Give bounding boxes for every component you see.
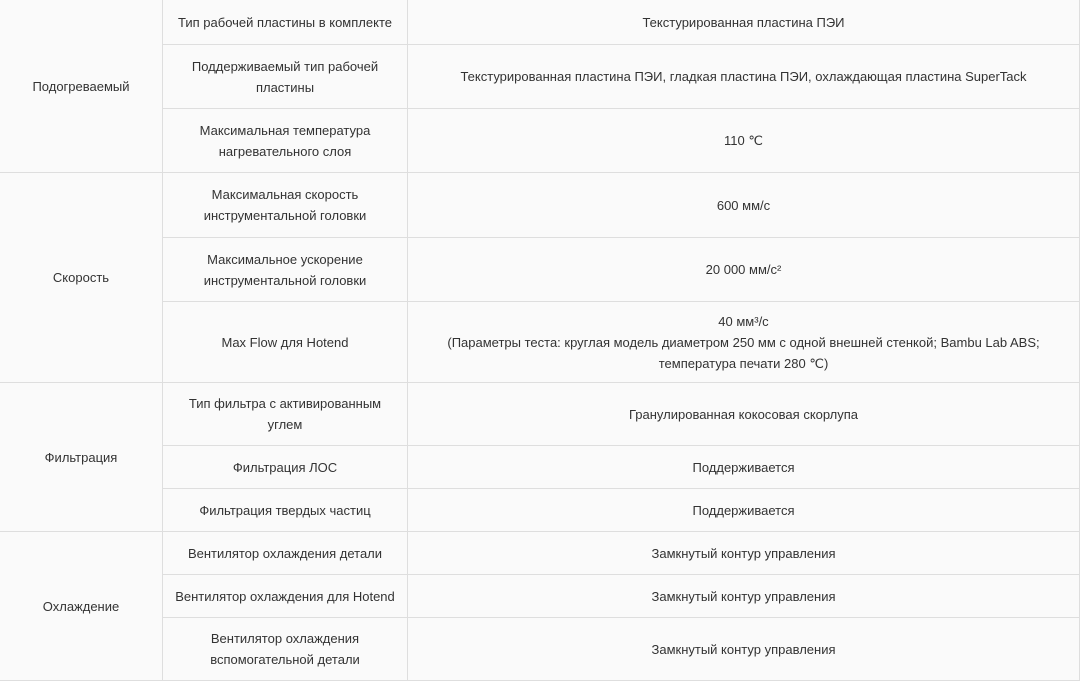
category-cell: Подогреваемый — [0, 0, 163, 173]
property-label: Вентилятор охлаждения для Hotend — [175, 588, 395, 604]
value-text: 110 ℃ — [724, 133, 763, 148]
category-cell: Охлаждение — [0, 531, 163, 681]
property-value: 600 мм/с — [407, 172, 1080, 238]
value-text: Замкнутый контур управления — [651, 545, 836, 561]
value-text: Поддерживается — [692, 502, 795, 518]
property-value: Поддерживается — [407, 488, 1080, 532]
property-label: Максимальная скорость инструментальной г… — [203, 187, 367, 223]
property-name: Фильтрация твердых частиц — [162, 488, 408, 532]
property-value: 20 000 мм/с² — [407, 237, 1080, 302]
value-text: Текстурированная пластина ПЭИ, гладкая п… — [460, 69, 1027, 84]
property-value: 40 мм³/с (Параметры теста: круглая модель… — [407, 301, 1080, 383]
table-row: Max Flow для Hotend 40 мм³/с (Параметры те… — [0, 301, 1080, 383]
table-row: Скорость Максимальная скорость инструмент… — [0, 172, 1080, 383]
value-text: Текстурированная пластина ПЭИ — [642, 14, 845, 30]
property-label: Max Flow для Hotend — [221, 334, 349, 350]
value-text: Замкнутый контур управления — [651, 641, 836, 657]
property-label: Фильтрация ЛОС — [232, 459, 338, 475]
value-text: 40 мм³/с — [718, 313, 769, 329]
property-label: Вентилятор охлаждения детали — [187, 545, 383, 561]
property-value: Текстурированная пластина ПЭИ — [407, 0, 1080, 45]
property-label: Тип фильтра с активированным углем — [188, 396, 382, 432]
property-value: Замкнутый контур управления — [407, 617, 1080, 681]
property-value: 110 ℃ — [407, 108, 1080, 173]
property-name: Вентилятор охлаждения детали — [162, 531, 408, 575]
property-name: Тип рабочей пластины в комплекте — [162, 0, 408, 45]
property-value: Замкнутый контур управления — [407, 574, 1080, 618]
value-text: Гранулированная кокосовая скорлупа — [628, 406, 859, 422]
property-name: Максимальная скорость инструментальной г… — [162, 172, 408, 238]
table-row: Поддерживаемый тип рабочей пластины Текст… — [0, 44, 1080, 109]
category-cell: Фильтрация — [0, 382, 163, 532]
property-label: Тип рабочей пластины в комплекте — [178, 14, 392, 30]
property-name: Фильтрация ЛОС — [162, 445, 408, 489]
property-value: Поддерживается — [407, 445, 1080, 489]
table-row: Максимальное ускорение инструментальной … — [0, 237, 1080, 302]
table-row: Фильтрация Тип фильтра с активированным у… — [0, 382, 1080, 532]
property-value: Текстурированная пластина ПЭИ, гладкая п… — [407, 44, 1080, 109]
property-name: Максимальное ускорение инструментальной … — [162, 237, 408, 302]
table-row: Фильтрация твердых частиц Поддерживается — [0, 488, 1080, 532]
property-value: Гранулированная кокосовая скорлупа — [407, 382, 1080, 446]
table-row: Вентилятор охлаждения вспомогательной де… — [0, 617, 1080, 681]
table-row: Вентилятор охлаждения для Hotend Замкнуты… — [0, 574, 1080, 618]
table-row: Подогреваемый Тип рабочей пластины в комп… — [0, 0, 1080, 173]
value-note: (Параметры теста: круглая модель диаметр… — [447, 334, 1040, 371]
property-label: Максимальное ускорение инструментальной … — [203, 251, 367, 288]
property-name: Поддерживаемый тип рабочей пластины — [162, 44, 408, 109]
property-name: Максимальная температура нагревательного… — [162, 108, 408, 173]
property-value: Замкнутый контур управления — [407, 531, 1080, 575]
value-text: Замкнутый контур управления — [651, 588, 836, 604]
value-text: 20 000 мм/с² — [705, 262, 782, 277]
property-name: Вентилятор охлаждения вспомогательной де… — [162, 617, 408, 681]
category-cell: Скорость — [0, 172, 163, 383]
property-label: Поддерживаемый тип рабочей пластины — [191, 58, 379, 95]
table-row: Фильтрация ЛОС Поддерживается — [0, 445, 1080, 489]
property-name: Вентилятор охлаждения для Hotend — [162, 574, 408, 618]
value-text: Поддерживается — [692, 459, 795, 475]
property-label: Максимальная температура нагревательного… — [199, 122, 371, 159]
property-name: Max Flow для Hotend — [162, 301, 408, 383]
property-label: Вентилятор охлаждения вспомогательной де… — [210, 631, 360, 667]
property-name: Тип фильтра с активированным углем — [162, 382, 408, 446]
table-row: Охлаждение Вентилятор охлаждения детали За… — [0, 531, 1080, 681]
value-text: 600 мм/с — [716, 197, 771, 213]
property-label: Фильтрация твердых частиц — [199, 502, 371, 518]
table-row: Максимальная температура нагревательного… — [0, 108, 1080, 173]
